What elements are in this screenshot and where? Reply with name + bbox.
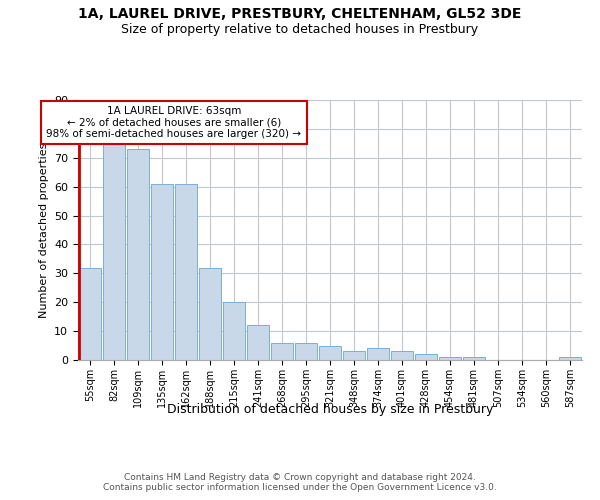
Text: 1A LAUREL DRIVE: 63sqm
← 2% of detached houses are smaller (6)
98% of semi-detac: 1A LAUREL DRIVE: 63sqm ← 2% of detached …: [47, 106, 302, 139]
Bar: [319, 346, 341, 360]
Bar: [343, 352, 365, 360]
Bar: [79, 268, 101, 360]
Bar: [103, 140, 125, 360]
Bar: [271, 342, 293, 360]
Text: Contains HM Land Registry data © Crown copyright and database right 2024.
Contai: Contains HM Land Registry data © Crown c…: [103, 472, 497, 492]
Y-axis label: Number of detached properties: Number of detached properties: [38, 142, 49, 318]
Bar: [367, 348, 389, 360]
Text: Distribution of detached houses by size in Prestbury: Distribution of detached houses by size …: [167, 402, 493, 415]
Bar: [223, 302, 245, 360]
Bar: [151, 184, 173, 360]
Bar: [463, 357, 485, 360]
Bar: [439, 357, 461, 360]
Bar: [559, 357, 581, 360]
Bar: [295, 342, 317, 360]
Text: 1A, LAUREL DRIVE, PRESTBURY, CHELTENHAM, GL52 3DE: 1A, LAUREL DRIVE, PRESTBURY, CHELTENHAM,…: [79, 8, 521, 22]
Bar: [175, 184, 197, 360]
Bar: [415, 354, 437, 360]
Bar: [199, 268, 221, 360]
Text: Size of property relative to detached houses in Prestbury: Size of property relative to detached ho…: [121, 22, 479, 36]
Bar: [127, 149, 149, 360]
Bar: [247, 326, 269, 360]
Bar: [391, 352, 413, 360]
